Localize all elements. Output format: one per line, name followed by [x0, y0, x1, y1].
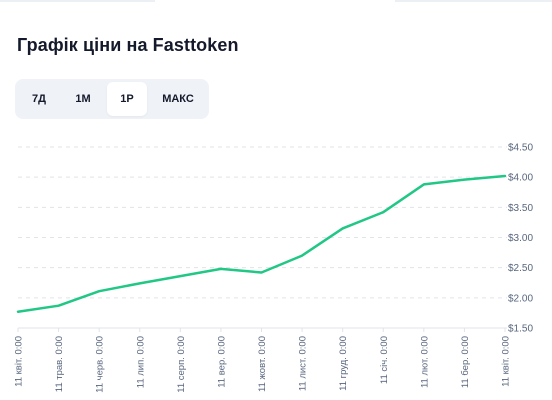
range-tab-1m[interactable]: 1M — [75, 93, 91, 105]
range-tab-max[interactable]: МАКС — [162, 93, 194, 105]
x-tick-label: 11 лист. 0:00 — [298, 336, 309, 391]
top-divider-left — [0, 0, 155, 2]
price-data-point — [341, 227, 344, 230]
x-tick-label: 11 лют. 0:00 — [419, 336, 430, 388]
x-tick-label: 11 черв. 0:00 — [95, 336, 106, 393]
price-data-point — [463, 178, 466, 181]
price-data-point — [98, 290, 100, 292]
x-tick-label: 11 вер. 0:00 — [216, 336, 227, 388]
chart-title: Графік ціни на Fasttoken — [17, 35, 239, 55]
price-data-point — [220, 268, 222, 270]
y-tick-label: $4.50 — [508, 143, 533, 154]
price-data-point — [301, 254, 303, 257]
time-range-selector: 7Д 1M 1Р МАКС — [15, 79, 209, 119]
y-tick-label: $2.00 — [508, 293, 533, 304]
x-tick-label: 11 квіт. 0:00 — [501, 336, 512, 387]
top-divider-right — [395, 0, 552, 2]
x-tick-label: 11 трав. 0:00 — [54, 336, 65, 392]
x-tick-label: 11 квіт. 0:00 — [14, 336, 25, 387]
x-tick-label: 11 бер. 0:00 — [460, 336, 471, 388]
price-data-point — [504, 175, 506, 177]
x-tick-label: 11 серп. 0:00 — [176, 336, 187, 393]
x-tick-label: 11 жовт. 0:00 — [257, 336, 268, 392]
y-tick-label: $3.00 — [508, 233, 533, 244]
x-tick-label: 11 лип. 0:00 — [135, 336, 146, 388]
y-tick-label: $1.50 — [508, 324, 533, 335]
price-data-point — [423, 183, 425, 186]
x-tick-label: 11 груд. 0:00 — [338, 336, 349, 391]
x-tick-label: 11 січ. 0:00 — [379, 336, 390, 384]
range-tab-7d[interactable]: 7Д — [32, 93, 46, 105]
price-data-point — [138, 282, 141, 285]
y-tick-label: $2.50 — [508, 263, 533, 274]
price-data-point — [179, 275, 182, 277]
price-data-point — [260, 271, 263, 274]
price-data-point — [382, 211, 385, 213]
range-tab-1y[interactable]: 1Р — [107, 82, 147, 116]
y-tick-label: $4.00 — [508, 173, 533, 184]
y-tick-label: $3.50 — [508, 203, 533, 214]
price-series-line — [16, 174, 507, 313]
price-data-point — [57, 304, 60, 307]
price-data-point — [17, 310, 19, 313]
